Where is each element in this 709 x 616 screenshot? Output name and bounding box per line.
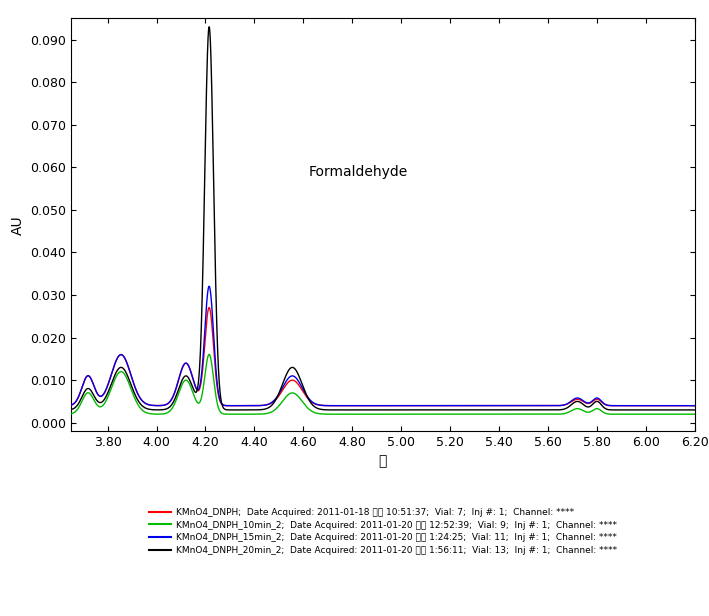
Legend: KMnO4_DNPH;  Date Acquired: 2011-01-18 오전 10:51:37;  Vial: 7;  Inj #: 1;  Channe: KMnO4_DNPH; Date Acquired: 2011-01-18 오전… xyxy=(149,508,617,555)
Text: Formaldehyde: Formaldehyde xyxy=(308,165,408,179)
X-axis label: 분: 분 xyxy=(379,455,387,469)
Y-axis label: AU: AU xyxy=(11,215,25,235)
